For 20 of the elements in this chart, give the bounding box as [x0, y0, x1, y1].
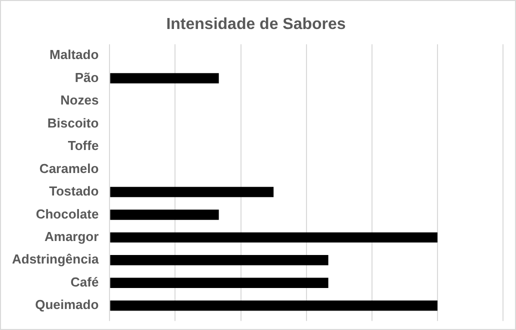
y-tick-label: Tostado: [49, 184, 99, 199]
bar: [110, 186, 274, 198]
chart-title: Intensidade de Sabores: [166, 16, 346, 34]
y-tick-label: Caramelo: [39, 160, 99, 176]
bar: [110, 255, 328, 266]
y-tick-label: Adstringência: [12, 252, 100, 267]
y-tick-label: Café: [70, 274, 99, 290]
bar: [110, 210, 219, 220]
y-tick-label: Nozes: [60, 92, 99, 108]
bar: [110, 278, 328, 288]
bar: [110, 300, 438, 311]
bar: [110, 232, 438, 243]
y-tick-label: Maltado: [50, 47, 99, 62]
y-tick-label: Queimado: [35, 297, 99, 312]
y-tick-label: Biscoito: [47, 115, 99, 130]
y-tick-label: Pão: [74, 70, 99, 85]
y-tick-label: Chocolate: [36, 206, 99, 222]
bar: [110, 73, 219, 84]
y-tick-label: Toffe: [68, 138, 99, 154]
y-tick-label: Amargor: [44, 229, 99, 244]
